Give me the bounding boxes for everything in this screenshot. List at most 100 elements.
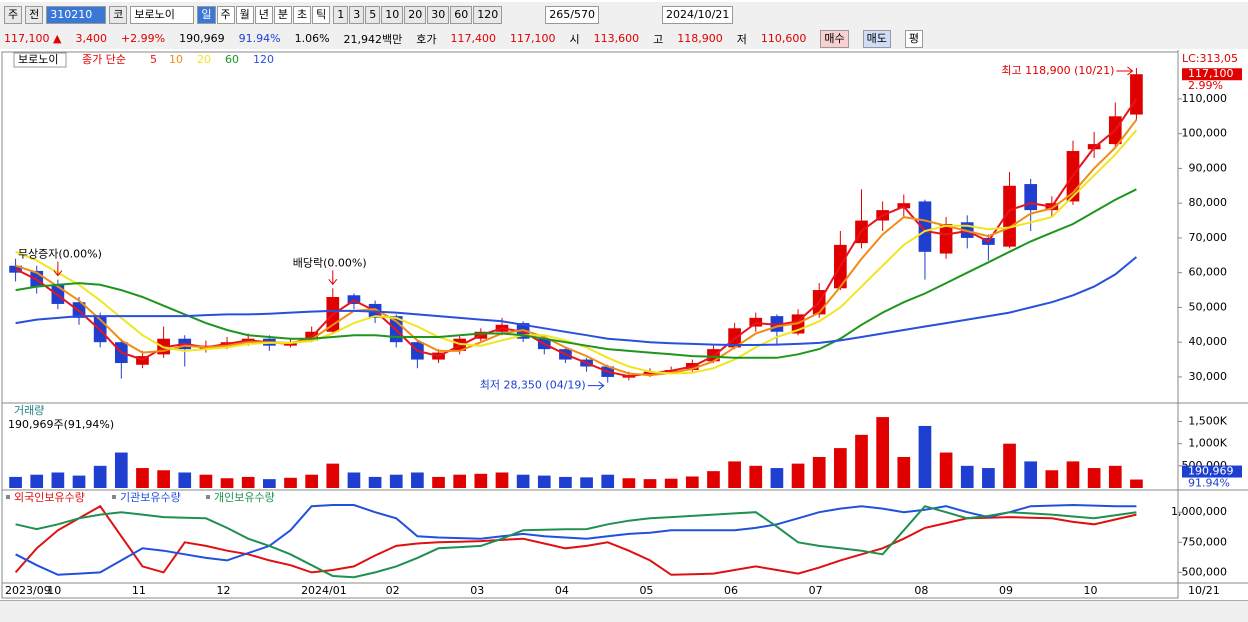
volume-subtitle: 190,969주(91,94%) xyxy=(8,418,114,431)
last-price: 117,100 xyxy=(1188,67,1234,80)
chart-title: 보로노이 xyxy=(18,53,58,66)
y-tick-label: 80,000 xyxy=(1189,196,1228,209)
annotation-arrow xyxy=(587,381,605,391)
title-box xyxy=(13,52,67,68)
volume-bar xyxy=(114,452,128,488)
volume-bar xyxy=(220,478,234,488)
volume-bar xyxy=(770,468,784,488)
interval-button[interactable]: 분 xyxy=(273,6,292,24)
y-tick-label: 750,000 xyxy=(1182,535,1228,548)
legend-swatch xyxy=(206,495,210,499)
volume-bar xyxy=(178,472,192,488)
count-button[interactable]: 3 xyxy=(349,6,365,24)
volume-title: 거래량 xyxy=(14,404,44,417)
volume-bar xyxy=(728,461,741,488)
date-label: 10/21 xyxy=(1188,584,1220,597)
volume-bar xyxy=(474,473,488,488)
interval-button[interactable]: 초 xyxy=(293,6,312,24)
volume-bar xyxy=(136,468,149,488)
volume-bar xyxy=(664,478,678,488)
volume-bar xyxy=(389,474,403,488)
volume-bar xyxy=(982,468,995,488)
volume-bar xyxy=(685,476,699,488)
count-button[interactable]: 5 xyxy=(365,6,381,24)
count-button[interactable]: 20 xyxy=(404,6,427,24)
lc-label: LC:313,05 xyxy=(1182,52,1238,65)
volume-bar xyxy=(1087,468,1101,488)
period-type[interactable]: 주 xyxy=(4,6,23,24)
count-button[interactable]: 10 xyxy=(381,6,404,24)
interval-button[interactable]: 주 xyxy=(216,6,235,24)
x-tick-label: 04 xyxy=(555,584,569,597)
high: 118,900 xyxy=(677,32,723,45)
date-input[interactable]: 2024/10/21 xyxy=(661,6,734,24)
code-input[interactable]: 310210 xyxy=(46,6,107,24)
candle-body xyxy=(1130,74,1143,115)
volume-bar xyxy=(580,477,593,488)
price: 117,100 ▲ xyxy=(4,32,62,45)
volume-bar xyxy=(876,417,889,488)
interval-button[interactable]: 일 xyxy=(197,6,216,24)
range: 265/570 xyxy=(545,6,599,24)
y-tick-label: 1,000,000 xyxy=(1171,505,1227,518)
last-price-box xyxy=(1182,68,1242,81)
prev-button[interactable]: 전 xyxy=(25,6,44,24)
legend-entry: 개인보유수량 xyxy=(214,491,275,504)
volume-bar xyxy=(643,479,657,488)
sell-button[interactable]: 매도 xyxy=(862,29,891,48)
volume-bar xyxy=(411,472,424,488)
interval-button[interactable]: 년 xyxy=(254,6,273,24)
count-button[interactable]: 120 xyxy=(473,6,503,24)
interval-button[interactable]: 월 xyxy=(235,6,254,24)
legend-swatch xyxy=(112,495,116,499)
y-tick-label: 40,000 xyxy=(1189,335,1228,348)
legend-entry: 120 xyxy=(253,53,274,66)
y-tick-label: 1,000K xyxy=(1188,437,1227,450)
annotation-arrow xyxy=(328,270,338,286)
volume-bar xyxy=(368,476,382,488)
y-tick-label: 60,000 xyxy=(1189,266,1228,279)
x-tick-label: 11 xyxy=(132,584,146,597)
avg-button[interactable]: 평 xyxy=(904,29,924,48)
chart-bg xyxy=(0,50,1248,600)
scroll-bar[interactable] xyxy=(0,600,1248,622)
ma-line xyxy=(15,256,1138,346)
volume-bar xyxy=(1045,470,1059,488)
interval-button[interactable]: 틱 xyxy=(312,6,331,24)
x-tick-label: 2024/01 xyxy=(301,584,347,597)
count-button[interactable]: 30 xyxy=(427,6,450,24)
x-tick-label: 08 xyxy=(914,584,928,597)
count-button[interactable]: 1 xyxy=(333,6,349,24)
legend-swatch xyxy=(6,495,10,499)
annotation-arrow xyxy=(53,261,63,277)
quote-row: 117,100 ▲ 3,400 +2.99% 190,969 91.94% 1.… xyxy=(0,28,1248,49)
x-tick-label: 05 xyxy=(639,584,653,597)
x-tick-label: 02 xyxy=(386,584,400,597)
turnover: 1.06% xyxy=(294,32,330,45)
bid: 117,100 xyxy=(510,32,556,45)
candle-body xyxy=(1024,184,1038,211)
y-tick-label: 90,000 xyxy=(1189,161,1228,174)
y-tick-label: 1,500K xyxy=(1188,415,1227,428)
volume-bar xyxy=(9,476,22,488)
change: 3,400 xyxy=(75,32,107,45)
volume-bar xyxy=(812,456,826,488)
candle-body xyxy=(1003,185,1016,247)
x-tick-label: 06 xyxy=(724,584,738,597)
ma-line xyxy=(15,188,1137,359)
volume-bar xyxy=(1108,465,1122,488)
buy-button[interactable]: 매수 xyxy=(820,29,849,48)
last-rate: 2.99% xyxy=(1188,79,1223,92)
annotation: 최저 28,350 (04/19) xyxy=(480,379,586,392)
volume-bar xyxy=(453,474,467,488)
legend-entry: 외국인보유수량 xyxy=(14,491,85,504)
volume-bar xyxy=(834,448,847,488)
amount: 21,942백만 xyxy=(343,32,403,46)
last-volume-rate: 91.94% xyxy=(1188,477,1230,490)
volume-bar xyxy=(939,452,953,488)
ask: 117,400 xyxy=(450,32,497,45)
count-button[interactable]: 60 xyxy=(450,6,473,24)
volume-ratio: 91.94% xyxy=(238,32,281,45)
x-tick-label: 10 xyxy=(47,584,61,597)
volume-bar xyxy=(30,474,44,488)
